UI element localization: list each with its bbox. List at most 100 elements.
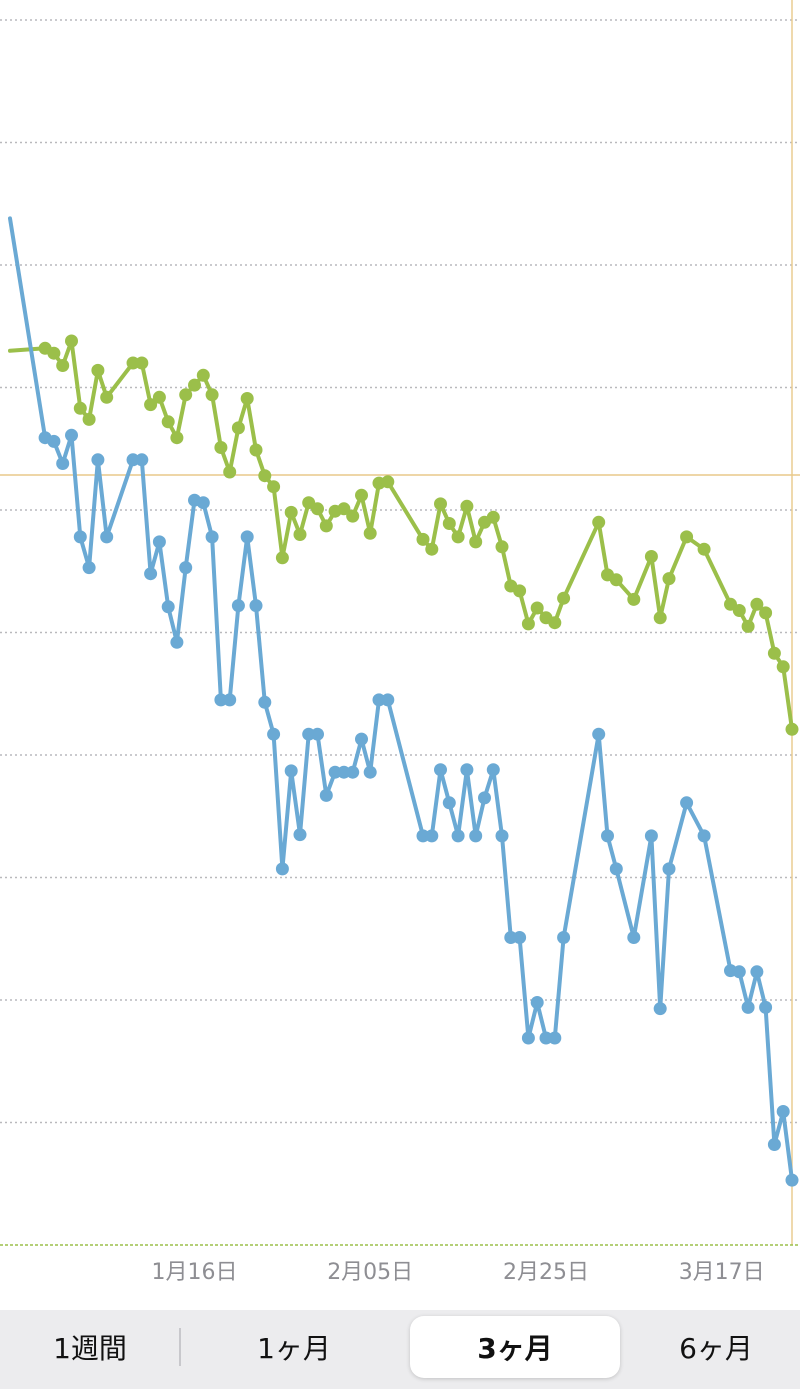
data-point[interactable] — [776, 660, 790, 674]
data-point[interactable] — [135, 356, 149, 370]
data-point[interactable] — [91, 453, 105, 467]
data-point[interactable] — [741, 1000, 755, 1014]
data-point[interactable] — [196, 496, 210, 510]
chart-area[interactable]: 1月16日 2月05日 2月25日 3月17日 — [0, 0, 800, 1310]
data-point[interactable] — [205, 388, 219, 402]
data-point[interactable] — [284, 505, 298, 519]
data-point[interactable] — [293, 528, 307, 541]
data-point[interactable] — [161, 415, 175, 429]
data-point[interactable] — [381, 475, 395, 489]
data-point[interactable] — [231, 599, 245, 613]
data-point[interactable] — [170, 635, 184, 649]
data-point[interactable] — [495, 829, 509, 843]
data-point[interactable] — [240, 392, 254, 405]
data-point[interactable] — [442, 517, 456, 530]
data-point[interactable] — [82, 561, 96, 575]
data-point[interactable] — [355, 488, 368, 502]
data-point[interactable] — [214, 441, 228, 454]
data-point[interactable] — [355, 732, 368, 746]
data-point[interactable] — [460, 499, 474, 513]
data-point[interactable] — [267, 727, 281, 741]
data-point[interactable] — [223, 465, 237, 479]
data-point[interactable] — [258, 469, 272, 483]
data-point[interactable] — [697, 829, 711, 843]
data-point[interactable] — [179, 561, 193, 575]
data-point[interactable] — [662, 862, 676, 876]
data-point[interactable] — [73, 530, 87, 544]
data-point[interactable] — [653, 1002, 667, 1016]
data-point[interactable] — [249, 599, 263, 613]
data-point[interactable] — [311, 727, 324, 741]
data-point[interactable] — [100, 390, 114, 404]
data-point[interactable] — [442, 796, 456, 810]
data-point[interactable] — [513, 931, 527, 944]
data-point[interactable] — [47, 346, 61, 360]
data-point[interactable] — [548, 1031, 562, 1045]
data-point[interactable] — [627, 592, 641, 606]
data-point[interactable] — [451, 530, 465, 544]
data-point[interactable] — [434, 497, 447, 511]
data-point[interactable] — [732, 604, 746, 617]
data-point[interactable] — [82, 412, 96, 426]
data-point[interactable] — [776, 1105, 790, 1118]
data-point[interactable] — [513, 584, 527, 598]
data-point[interactable] — [460, 763, 474, 777]
data-point[interactable] — [240, 530, 254, 544]
data-point[interactable] — [469, 535, 483, 549]
data-point[interactable] — [319, 788, 333, 802]
data-point[interactable] — [557, 931, 571, 944]
data-point[interactable] — [478, 791, 491, 805]
data-point[interactable] — [627, 931, 641, 944]
data-point[interactable] — [732, 965, 746, 979]
data-point[interactable] — [416, 532, 430, 546]
data-point[interactable] — [223, 693, 237, 707]
data-point[interactable] — [644, 829, 658, 843]
data-point[interactable] — [662, 572, 676, 586]
data-point[interactable] — [311, 502, 324, 516]
range-option-1-month[interactable]: 1ヶ月 — [257, 1332, 331, 1365]
data-point[interactable] — [425, 542, 439, 556]
data-point[interactable] — [100, 530, 114, 544]
data-point[interactable] — [759, 1000, 773, 1014]
data-point[interactable] — [152, 535, 166, 549]
data-point[interactable] — [785, 722, 799, 736]
data-point[interactable] — [680, 796, 694, 810]
data-point[interactable] — [592, 727, 606, 741]
data-point[interactable] — [601, 829, 614, 843]
data-point[interactable] — [653, 611, 667, 625]
data-point[interactable] — [785, 1173, 799, 1187]
data-point[interactable] — [319, 519, 333, 533]
data-point[interactable] — [741, 619, 755, 633]
data-point[interactable] — [469, 829, 483, 843]
data-point[interactable] — [750, 597, 764, 611]
data-point[interactable] — [530, 996, 544, 1009]
data-point[interactable] — [697, 542, 711, 556]
data-point[interactable] — [188, 378, 201, 392]
data-point[interactable] — [144, 567, 158, 581]
data-point[interactable] — [346, 509, 360, 523]
data-point[interactable] — [205, 530, 219, 544]
data-point[interactable] — [152, 390, 166, 404]
data-point[interactable] — [767, 646, 781, 660]
line-chart[interactable]: 1月16日 2月05日 2月25日 3月17日 — [0, 0, 800, 1310]
data-point[interactable] — [759, 606, 773, 620]
data-point[interactable] — [381, 693, 395, 707]
data-point[interactable] — [495, 540, 509, 554]
data-point[interactable] — [680, 530, 694, 544]
data-point[interactable] — [275, 862, 289, 876]
data-point[interactable] — [179, 388, 193, 402]
data-point[interactable] — [521, 1031, 535, 1045]
range-option-1-week[interactable]: 1週間 — [53, 1332, 127, 1365]
data-point[interactable] — [486, 763, 500, 777]
data-point[interactable] — [196, 368, 210, 382]
data-point[interactable] — [530, 601, 544, 615]
data-point[interactable] — [337, 502, 351, 516]
data-point[interactable] — [451, 829, 465, 843]
data-point[interactable] — [434, 763, 447, 777]
data-point[interactable] — [56, 457, 70, 470]
data-point[interactable] — [750, 965, 764, 979]
data-point[interactable] — [47, 434, 61, 448]
data-point[interactable] — [73, 401, 87, 415]
data-point[interactable] — [346, 765, 360, 779]
data-point[interactable] — [548, 616, 562, 630]
